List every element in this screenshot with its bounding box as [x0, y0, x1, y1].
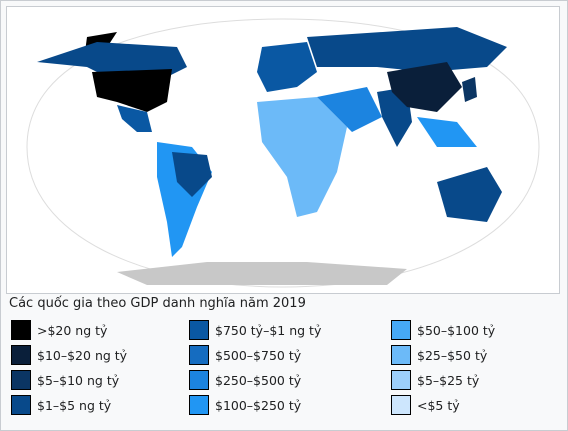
map-caption: Các quốc gia theo GDP danh nghĩa năm 201… — [9, 296, 306, 311]
legend-swatch — [189, 395, 209, 415]
legend-item: >$20 ng tỷ — [11, 319, 107, 341]
legend-item: $1–$5 ng tỷ — [11, 394, 111, 416]
legend-item: $5–$25 tỷ — [391, 369, 479, 391]
legend-item: $10–$20 ng tỷ — [11, 344, 127, 366]
australia — [437, 167, 502, 222]
antarctica — [117, 262, 407, 285]
legend-item: $500–$750 tỷ — [189, 344, 301, 366]
legend-item: $25–$50 tỷ — [391, 344, 487, 366]
mexico — [117, 105, 152, 132]
legend-label: $50–$100 tỷ — [417, 322, 496, 338]
legend-label: $5–$10 ng tỷ — [37, 372, 120, 388]
legend-swatch — [189, 370, 209, 390]
legend-swatch — [391, 345, 411, 365]
legend-label: $250–$500 tỷ — [215, 372, 302, 388]
legend-swatch — [189, 320, 209, 340]
world-map — [6, 6, 560, 294]
legend-item: <$5 tỷ — [391, 394, 460, 416]
legend-swatch — [11, 395, 31, 415]
legend-label: $100–$250 tỷ — [215, 397, 302, 413]
legend-label: $25–$50 tỷ — [417, 347, 488, 363]
china — [387, 62, 462, 112]
legend-item: $5–$10 ng tỷ — [11, 369, 119, 391]
legend-item: $750 tỷ–$1 ng tỷ — [189, 319, 321, 341]
europe — [257, 42, 317, 92]
legend-swatch — [11, 370, 31, 390]
legend-label: >$20 ng tỷ — [37, 322, 108, 338]
legend-label: <$5 tỷ — [417, 397, 460, 413]
legend-label: $1–$5 ng tỷ — [37, 397, 112, 413]
legend-swatch — [391, 370, 411, 390]
legend-label: $500–$750 tỷ — [215, 347, 302, 363]
legend-label: $750 tỷ–$1 ng tỷ — [215, 322, 322, 338]
legend-swatch — [391, 395, 411, 415]
legend-label: $5–$25 tỷ — [417, 372, 480, 388]
legend-swatch — [391, 320, 411, 340]
russia — [307, 27, 507, 72]
legend-item: $250–$500 tỷ — [189, 369, 301, 391]
southeast-asia — [417, 117, 477, 147]
legend-item: $100–$250 tỷ — [189, 394, 301, 416]
legend-label: $10–$20 ng tỷ — [37, 347, 128, 363]
africa — [257, 97, 347, 217]
legend-swatch — [11, 320, 31, 340]
middle-east — [317, 87, 382, 132]
legend-swatch — [11, 345, 31, 365]
legend-swatch — [189, 345, 209, 365]
usa — [92, 69, 172, 112]
legend-item: $50–$100 tỷ — [391, 319, 495, 341]
brazil — [172, 152, 212, 197]
japan — [462, 77, 477, 102]
